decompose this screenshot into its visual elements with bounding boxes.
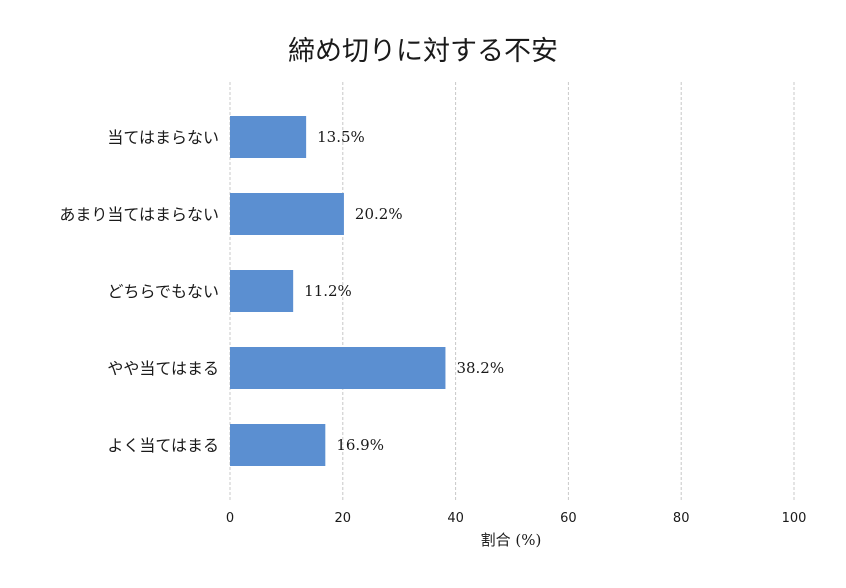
category-label-2: どちらでもない — [107, 282, 219, 301]
x-tick-label-40: 40 — [447, 511, 464, 526]
value-labels: 13.5% 20.2% 11.2% 38.2% 16.9% — [304, 128, 504, 454]
bars — [230, 116, 446, 466]
x-tick-label-60: 60 — [560, 511, 577, 526]
x-tick-label-100: 100 — [782, 511, 807, 526]
x-axis-ticks: 0 20 40 60 80 100 — [226, 511, 807, 526]
bar-2 — [230, 270, 294, 312]
bar-0 — [230, 116, 307, 158]
value-label-1: 20.2% — [355, 205, 403, 223]
category-label-0: 当てはまらない — [107, 128, 219, 147]
value-label-4: 16.9% — [336, 436, 384, 454]
category-label-1: あまり当てはまらない — [59, 205, 219, 224]
value-label-3: 38.2% — [456, 359, 504, 377]
category-label-4: よく当てはまる — [107, 436, 219, 455]
x-tick-label-0: 0 — [226, 511, 234, 526]
x-tick-label-20: 20 — [335, 511, 352, 526]
bar-3 — [230, 347, 446, 389]
value-label-0: 13.5% — [317, 128, 365, 146]
value-label-2: 11.2% — [304, 282, 352, 300]
x-axis-label: 割合 (%) — [481, 531, 542, 549]
x-tick-label-80: 80 — [673, 511, 690, 526]
category-label-3: やや当てはまる — [107, 359, 219, 378]
bar-4 — [230, 424, 326, 466]
bar-1 — [230, 193, 344, 235]
chart-title: 締め切りに対する不安 — [288, 36, 558, 67]
